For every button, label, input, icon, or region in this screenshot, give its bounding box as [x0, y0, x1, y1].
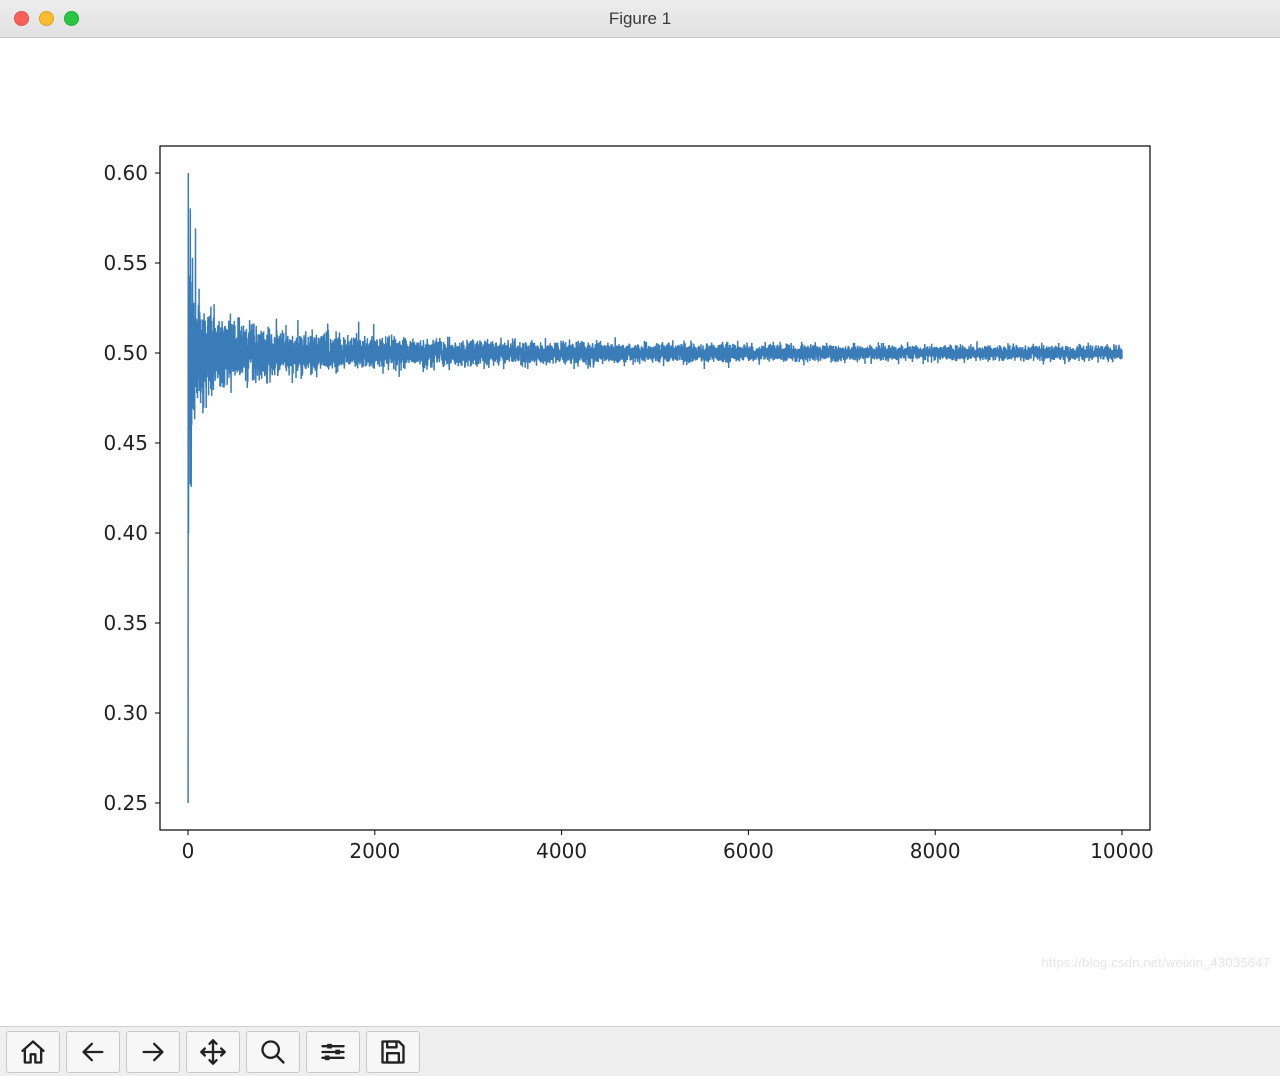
ytick-label: 0.50 — [103, 341, 148, 365]
back-button[interactable] — [66, 1031, 120, 1073]
window-titlebar: Figure 1 — [0, 0, 1280, 38]
save-icon — [379, 1038, 407, 1066]
forward-button[interactable] — [126, 1031, 180, 1073]
xtick-label: 8000 — [910, 839, 961, 863]
matplotlib-toolbar — [0, 1026, 1280, 1076]
sliders-icon — [319, 1038, 347, 1066]
move-icon — [199, 1038, 227, 1066]
xtick-label: 2000 — [349, 839, 400, 863]
ytick-label: 0.35 — [103, 611, 148, 635]
pan-button[interactable] — [186, 1031, 240, 1073]
zoom-button[interactable] — [246, 1031, 300, 1073]
arrow-right-icon — [139, 1038, 167, 1066]
home-button[interactable] — [6, 1031, 60, 1073]
ytick-label: 0.40 — [103, 521, 148, 545]
ytick-label: 0.55 — [103, 251, 148, 275]
arrow-left-icon — [79, 1038, 107, 1066]
ytick-label: 0.45 — [103, 431, 148, 455]
xtick-label: 4000 — [536, 839, 587, 863]
xtick-label: 10000 — [1090, 839, 1154, 863]
ytick-label: 0.60 — [103, 161, 148, 185]
ytick-label: 0.30 — [103, 701, 148, 725]
xtick-label: 0 — [182, 839, 195, 863]
ytick-label: 0.25 — [103, 791, 148, 815]
plot-svg: 0 2000 4000 6000 8000 10000 0.25 0.30 0.35 0.40 0.… — [0, 38, 1280, 1026]
save-button[interactable] — [366, 1031, 420, 1073]
magnify-icon — [259, 1038, 287, 1066]
window-title: Figure 1 — [0, 9, 1280, 29]
figure-canvas: 0 2000 4000 6000 8000 10000 0.25 0.30 0.35 0.40 0.… — [0, 38, 1280, 1026]
configure-subplots-button[interactable] — [306, 1031, 360, 1073]
home-icon — [19, 1038, 47, 1066]
xtick-label: 6000 — [723, 839, 774, 863]
